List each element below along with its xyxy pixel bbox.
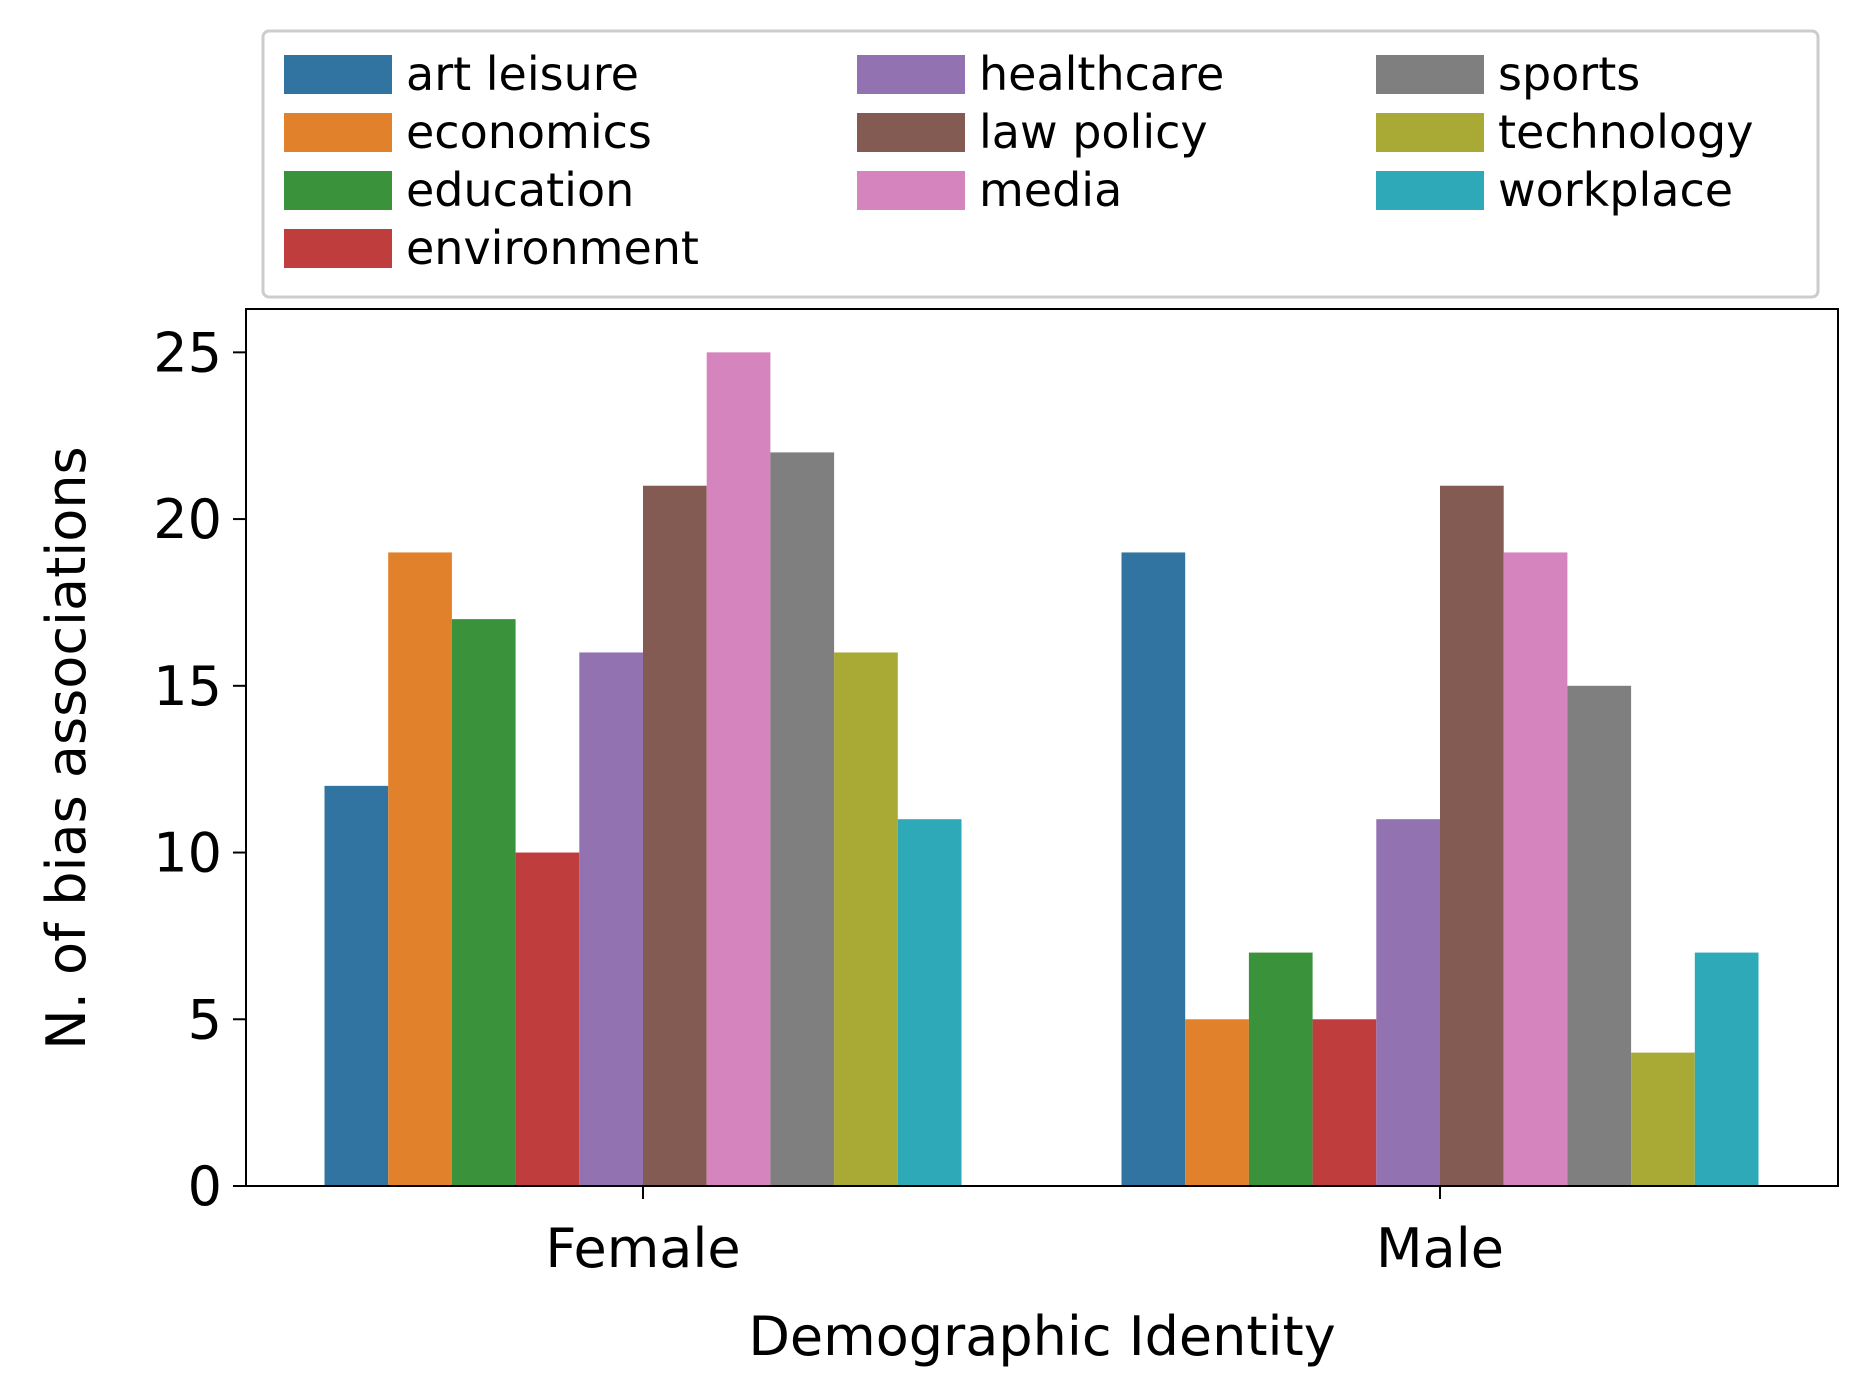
bar-workplace-male [1694, 952, 1759, 1186]
bar-healthcare-male [1376, 819, 1440, 1186]
bar-economics-male [1185, 1019, 1249, 1186]
legend-label-law-policy: law policy [979, 105, 1208, 159]
legend: art leisureeconomicseducationenvironment… [261, 29, 1820, 299]
bar-sports-male [1567, 685, 1632, 1186]
legend-swatch-workplace [1376, 171, 1484, 210]
legend-frame [261, 29, 1820, 299]
legend-swatch-law-policy [857, 113, 965, 152]
bar-environment-female [515, 852, 580, 1186]
legend-label-art-leisure: art leisure [406, 47, 639, 101]
bar-law-policy-male [1440, 485, 1504, 1187]
bar-media-female [706, 352, 771, 1187]
y-tick-label: 15 [153, 655, 222, 718]
x-tick-label-male: Male [1376, 1217, 1504, 1280]
legend-swatch-healthcare [857, 55, 965, 94]
y-tick-label: 25 [153, 321, 222, 384]
legend-label-economics: economics [406, 105, 652, 159]
x-axis-label: Demographic Identity [748, 1305, 1335, 1368]
legend-swatch-media [857, 171, 965, 210]
bar-education-male [1248, 952, 1313, 1186]
bar-art-leisure-male [1121, 552, 1186, 1186]
legend-label-technology: technology [1498, 105, 1753, 159]
legend-label-healthcare: healthcare [979, 47, 1224, 101]
legend-swatch-economics [284, 113, 392, 152]
legend-label-media: media [979, 163, 1122, 217]
y-tick-label: 5 [188, 988, 222, 1051]
bar-workplace-female [897, 819, 962, 1186]
bar-economics-female [388, 552, 452, 1186]
legend-label-education: education [406, 163, 634, 217]
y-tick-label: 0 [188, 1155, 222, 1218]
y-axis-label: N. of bias associations [35, 446, 98, 1049]
y-tick-label: 10 [153, 822, 222, 885]
bar-technology-female [834, 652, 898, 1186]
bar-technology-male [1631, 1052, 1695, 1186]
x-tick-label-female: Female [545, 1217, 740, 1280]
legend-label-workplace: workplace [1498, 163, 1733, 217]
bar-art-leisure-female [324, 785, 389, 1186]
legend-swatch-environment [284, 229, 392, 268]
legend-swatch-education [284, 171, 392, 210]
y-tick-label: 20 [153, 488, 222, 551]
bar-environment-male [1312, 1019, 1377, 1186]
bar-education-female [451, 619, 516, 1186]
legend-swatch-sports [1376, 55, 1484, 94]
bar-media-male [1503, 552, 1568, 1186]
legend-label-sports: sports [1498, 47, 1640, 101]
plot-area: 0 5 10 15 20 25 Female Male [153, 308, 1839, 1280]
axes-frame [245, 308, 1839, 1187]
bar-sports-female [770, 452, 835, 1186]
bar-healthcare-female [579, 652, 643, 1186]
legend-swatch-technology [1376, 113, 1484, 152]
bar-law-policy-female [643, 485, 707, 1187]
legend-label-environment: environment [406, 221, 699, 275]
legend-swatch-art-leisure [284, 55, 392, 94]
